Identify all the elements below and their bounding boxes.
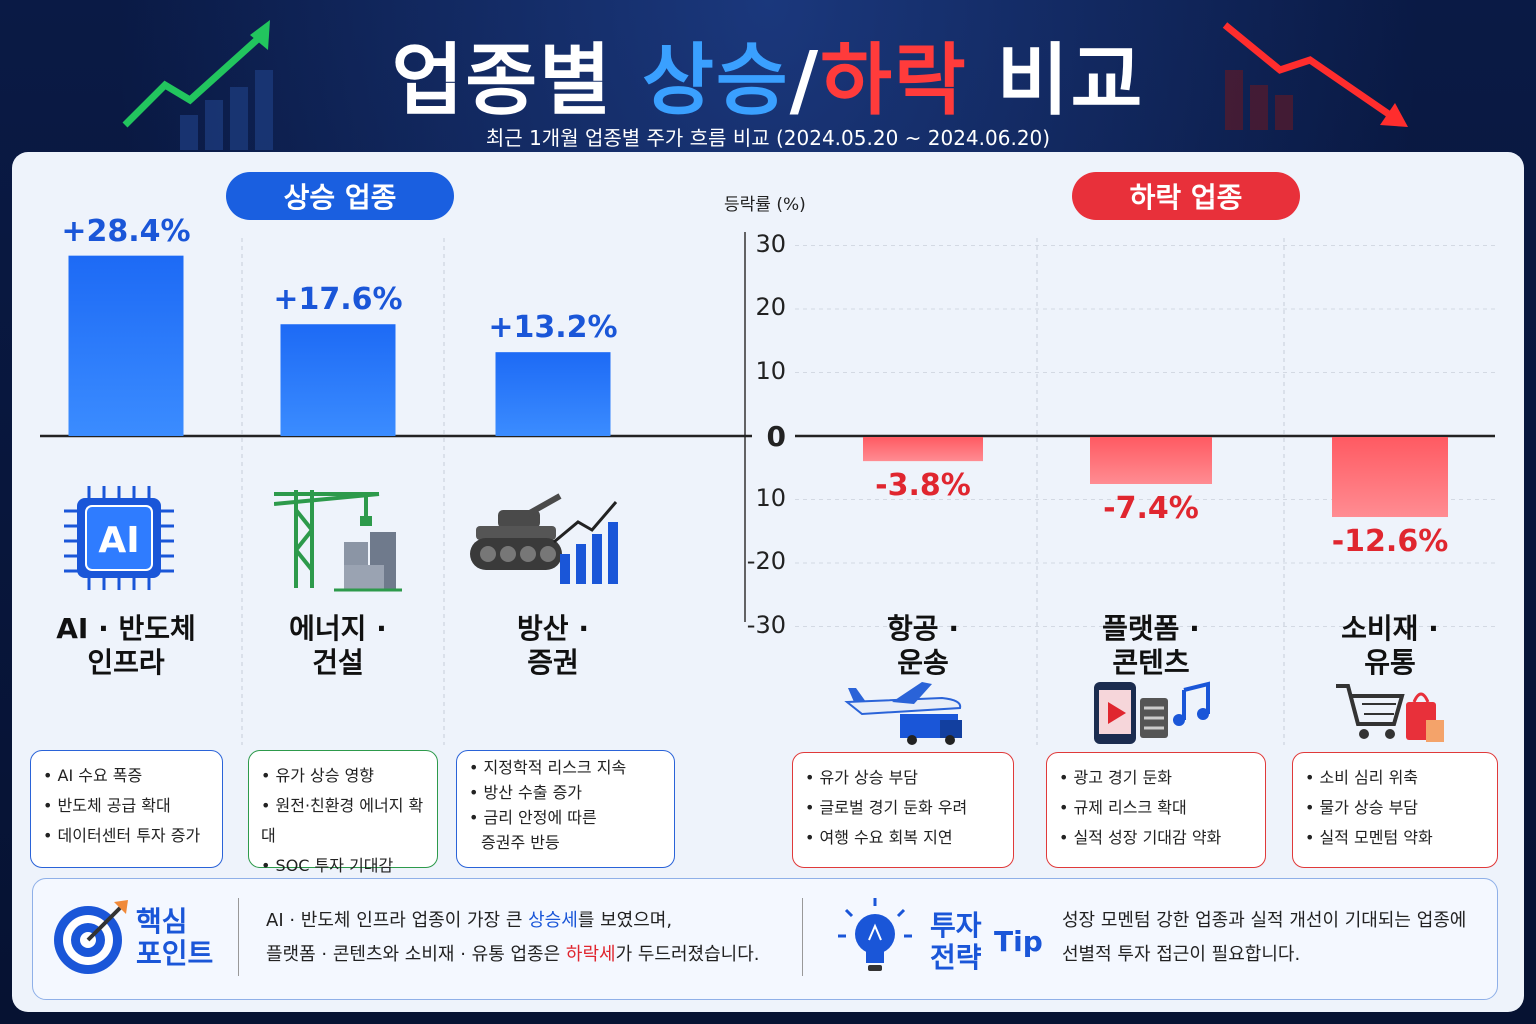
reason-item: 소비 심리 위축 xyxy=(1305,763,1485,793)
bar-2 xyxy=(495,352,611,436)
airplane-truck-icon xyxy=(844,682,962,745)
bar-0 xyxy=(68,255,184,436)
y-tick-label: 0 xyxy=(766,420,786,453)
key-point-text: AI · 반도체 인프라 업종이 가장 큰 상승세를 보였으며, 플랫폼 · 콘… xyxy=(266,910,760,965)
sector-name: 항공 · 운송 xyxy=(887,612,959,679)
sector-reason-card: 유가 상승 부담글로벌 경기 둔화 우려여행 수요 회복 지연 xyxy=(792,752,1014,868)
svg-text:AI: AI xyxy=(98,520,139,561)
y-tick-label: 10 xyxy=(755,483,786,512)
bar-value-label: -7.4% xyxy=(1103,490,1199,526)
target-icon xyxy=(54,900,128,974)
falling-sectors-pill: 하락 업종 xyxy=(1072,172,1300,220)
bar-chart xyxy=(40,232,1495,745)
rising-arrow-icon xyxy=(122,20,273,150)
summary-divider-mid xyxy=(802,898,803,976)
lightbulb-icon xyxy=(838,898,912,971)
sector-reason-card: AI 수요 폭증반도체 공급 확대데이터센터 투자 증가 xyxy=(30,750,223,868)
summary-divider-left xyxy=(238,898,239,976)
reason-item: SOC 투자 기대감 xyxy=(261,851,425,881)
reason-item: 유가 상승 영향 xyxy=(261,761,425,791)
sector-name: AI · 반도체 인프라 xyxy=(56,612,196,679)
sector-name: 소비재 · 유통 xyxy=(1341,612,1439,679)
falling-arrow-icon xyxy=(1222,22,1408,130)
phone-media-icon xyxy=(1094,681,1210,744)
reason-item: 글로벌 경기 둔화 우려 xyxy=(805,793,1001,823)
sector-name: 방산 · 증권 xyxy=(517,612,589,679)
reason-item: 여행 수요 회복 지연 xyxy=(805,823,1001,853)
ai-chip-icon: AI xyxy=(64,486,174,590)
cart-bag-icon xyxy=(1336,684,1444,742)
y-axis-label: 등락률 (%) xyxy=(724,195,806,215)
crane-building-icon xyxy=(274,490,402,592)
y-tick-label: 20 xyxy=(755,293,786,321)
reason-item: 금리 안정에 따른 xyxy=(469,805,662,830)
y-tick-label: -30 xyxy=(746,610,786,639)
bar-value-label: -3.8% xyxy=(875,468,971,504)
page-title: 업종별 상승/하락 비교 xyxy=(391,36,1145,126)
y-tick-label: 10 xyxy=(755,356,786,385)
tip-label: Tip xyxy=(994,925,1043,958)
sector-reason-card: 광고 경기 둔화규제 리스크 확대실적 성장 기대감 약화 xyxy=(1046,752,1266,868)
sector-name: 에너지 · 건설 xyxy=(289,612,387,679)
reason-item: AI 수요 폭증 xyxy=(43,761,210,791)
bar-5 xyxy=(1332,437,1448,518)
reason-item: 물가 상승 부담 xyxy=(1305,793,1485,823)
rising-sectors-pill: 상승 업종 xyxy=(226,172,454,220)
bar-value-label: +13.2% xyxy=(488,310,618,346)
bar-1 xyxy=(280,324,396,436)
reason-item: 유가 상승 부담 xyxy=(805,763,1001,793)
sector-name: 플랫폼 · 콘텐츠 xyxy=(1102,612,1200,679)
reason-item: 방산 수출 증가 xyxy=(469,780,662,805)
sector-reason-card: 유가 상승 영향원전·친환경 에너지 확대SOC 투자 기대감 xyxy=(248,750,438,875)
bar-4 xyxy=(1090,437,1212,484)
tank-chart-icon xyxy=(470,493,618,584)
y-tick-label: 30 xyxy=(755,229,786,258)
reason-item: 반도체 공급 확대 xyxy=(43,791,210,821)
reason-item: 실적 성장 기대감 약화 xyxy=(1059,823,1253,853)
reason-item: 규제 리스크 확대 xyxy=(1059,793,1253,823)
summary-box xyxy=(32,878,1498,1000)
bar-value-label: -12.6% xyxy=(1331,524,1449,559)
bar-value-label: +28.4% xyxy=(61,213,191,249)
y-tick-label: -20 xyxy=(746,547,786,575)
reason-item: 실적 모멘텀 약화 xyxy=(1305,823,1485,853)
reason-item: 지정학적 리스크 지속 xyxy=(469,755,662,780)
sector-reason-card: 소비 심리 위축물가 상승 부담실적 모멘텀 약화 xyxy=(1292,752,1498,868)
investment-tip-title: 투자 전략 xyxy=(930,909,982,974)
bar-value-label: +17.6% xyxy=(273,282,403,318)
reason-item: 데이터센터 투자 증가 xyxy=(43,821,210,851)
reason-item: 원전·친환경 에너지 확대 xyxy=(261,791,425,851)
key-point-title: 핵심 포인트 xyxy=(136,905,214,970)
reason-item: 광고 경기 둔화 xyxy=(1059,763,1253,793)
bar-3 xyxy=(863,437,983,462)
investment-tip-text: 성장 모멘텀 강한 업종과 실적 개선이 기대되는 업종에 선별적 투자 접근이… xyxy=(1062,910,1467,965)
reason-item: 증권주 반등 xyxy=(481,833,560,852)
page-subtitle: 최근 1개월 업종별 주가 흐름 비교 (2024.05.20 ~ 2024.0… xyxy=(485,126,1051,150)
